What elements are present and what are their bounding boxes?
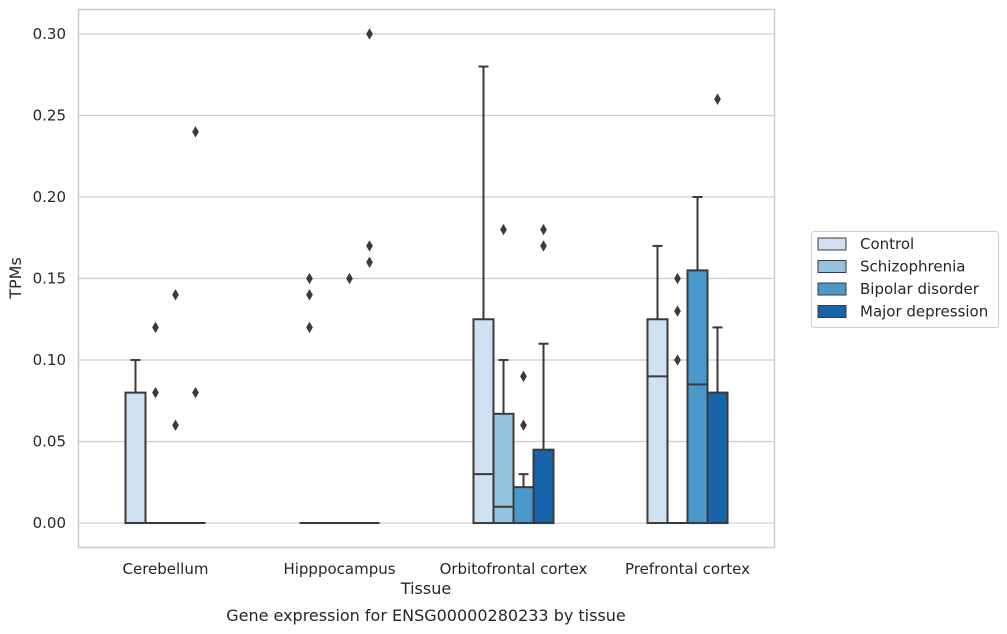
legend-swatch: [817, 282, 847, 296]
outlier-point: [306, 272, 313, 285]
box-group: [165, 289, 186, 525]
box-plots: [124, 28, 729, 525]
outlier-point: [674, 272, 681, 285]
outlier-point: [714, 93, 721, 105]
outlier-point: [346, 272, 353, 285]
box-iqr: [706, 391, 729, 525]
legend-frame: [811, 231, 999, 328]
x-axis-ticks: Cerebellum Hipppocampus Orbitofrontal cort…: [123, 560, 751, 578]
y-tick-label: 0.05: [33, 433, 66, 451]
legend-swatch: [817, 237, 847, 251]
y-axis-ticks: 0.00 0.05 0.10 0.15 0.20 0.25 0.30: [33, 25, 66, 532]
outlier-point: [366, 28, 373, 40]
y-tick-label: 0.10: [33, 351, 66, 369]
outlier-point: [172, 419, 179, 431]
box-group: [299, 272, 320, 525]
y-tick-label: 0.00: [33, 514, 66, 532]
outlier-point: [192, 386, 199, 399]
x-axis-label: Tissue: [400, 579, 451, 598]
outlier-point: [500, 223, 507, 236]
y-tick-label: 0.30: [33, 25, 66, 43]
box-group: [339, 272, 360, 525]
grid-lines: [78, 33, 775, 524]
outlier-point: [192, 126, 199, 138]
legend-label: Bipolar disorder: [860, 280, 980, 298]
box-iqr: [472, 318, 495, 525]
legend-swatch: [817, 260, 847, 273]
box-iqr: [124, 391, 147, 525]
legend: Control Schizophrenia Bipolar disorder Majo…: [811, 231, 999, 328]
outlier-point: [520, 419, 527, 431]
box-group: [124, 359, 147, 525]
plot-frame: [77, 8, 776, 549]
x-tick-label: Prefrontal cortex: [625, 560, 750, 578]
box-group: [646, 244, 669, 525]
outlier-point: [172, 289, 179, 301]
outlier-point: [540, 223, 547, 236]
box-group: [472, 65, 495, 525]
y-axis-label: TPMs: [6, 257, 25, 300]
box-iqr: [686, 269, 709, 525]
box-iqr: [512, 486, 535, 525]
legend-swatch: [817, 305, 847, 318]
chart-title: Gene expression for ENSG00000280233 by t…: [226, 606, 626, 625]
outlier-point: [366, 256, 373, 268]
box-group: [492, 223, 515, 525]
outlier-point: [152, 386, 159, 399]
box-iqr: [646, 318, 669, 525]
box-group: [667, 272, 688, 525]
box-group: [706, 93, 729, 525]
box-group: [532, 223, 555, 525]
box-group: [185, 126, 206, 525]
legend-label: Schizophrenia: [860, 258, 965, 276]
outlier-point: [674, 354, 681, 366]
legend-label: Control: [860, 235, 914, 253]
outlier-point: [306, 321, 313, 334]
outlier-point: [152, 321, 159, 334]
box-group: [145, 321, 166, 525]
outlier-point: [674, 305, 681, 317]
x-tick-label: Orbitofrontal cortex: [440, 560, 588, 578]
x-tick-label: Cerebellum: [123, 560, 209, 578]
box-group: [359, 28, 380, 525]
box-group: [512, 370, 535, 525]
y-tick-label: 0.20: [33, 188, 66, 206]
legend-label: Major depression: [860, 303, 988, 321]
y-tick-label: 0.15: [33, 270, 66, 288]
outlier-point: [540, 240, 547, 252]
outlier-point: [306, 289, 313, 301]
y-tick-label: 0.25: [33, 106, 66, 124]
box-iqr: [532, 448, 555, 525]
box-iqr: [492, 412, 515, 525]
box-group: [686, 195, 709, 525]
x-tick-label: Hipppocampus: [283, 560, 395, 578]
outlier-point: [520, 370, 527, 382]
outlier-point: [366, 240, 373, 252]
